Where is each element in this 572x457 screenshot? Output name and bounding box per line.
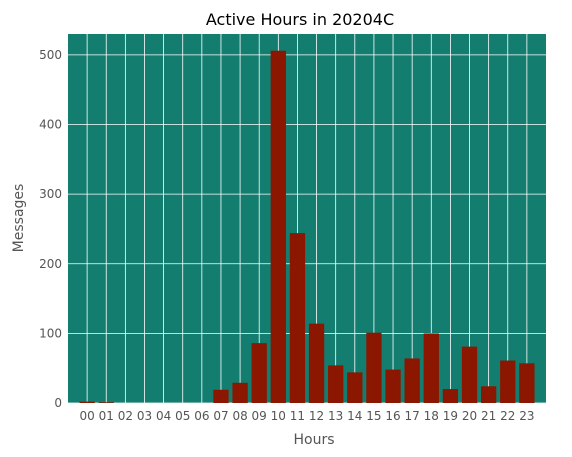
bar-16 <box>385 369 401 403</box>
x-tick-label: 05 <box>175 409 190 423</box>
x-axis-ticks: 00 01 02 03 04 05 06 07 08 09 10 11 12 13 14 15 16 17 18 19… <box>79 409 534 423</box>
bar-12 <box>308 323 325 403</box>
bar-09 <box>251 343 267 403</box>
x-tick-label: 08 <box>232 409 247 423</box>
bar-17 <box>404 358 420 403</box>
y-tick-label: 300 <box>39 187 62 201</box>
y-tick-label: 0 <box>54 396 62 410</box>
x-tick-label: 02 <box>118 409 133 423</box>
x-tick-label: 22 <box>500 409 515 423</box>
bar-18 <box>423 333 439 403</box>
bar-00 <box>79 401 95 403</box>
x-tick-label: 00 <box>79 409 94 423</box>
bars <box>79 50 535 403</box>
x-tick-label: 10 <box>271 409 286 423</box>
bar-08 <box>232 382 248 403</box>
x-tick-label: 07 <box>213 409 228 423</box>
x-tick-label: 04 <box>156 409 171 423</box>
bar-07 <box>213 389 229 403</box>
x-axis-label: Hours <box>293 432 334 448</box>
x-tick-label: 16 <box>385 409 400 423</box>
x-tick-label: 13 <box>328 409 343 423</box>
x-tick-label: 19 <box>443 409 458 423</box>
bar-14 <box>347 372 363 403</box>
y-axis-label: Messages <box>11 184 27 253</box>
x-tick-label: 01 <box>99 409 114 423</box>
x-tick-label: 12 <box>309 409 324 423</box>
y-tick-label: 100 <box>39 326 62 340</box>
bar-15 <box>366 332 382 403</box>
x-tick-label: 06 <box>194 409 209 423</box>
x-tick-label: 23 <box>519 409 534 423</box>
bar-11 <box>289 233 306 403</box>
y-tick-label: 500 <box>39 48 62 62</box>
x-tick-label: 14 <box>347 409 362 423</box>
x-tick-label: 03 <box>137 409 152 423</box>
bar-23 <box>519 363 535 403</box>
x-tick-label: 17 <box>405 409 420 423</box>
bar-20 <box>461 346 478 403</box>
bar-10 <box>270 50 286 403</box>
x-tick-label: 20 <box>462 409 477 423</box>
plot-area <box>68 34 546 403</box>
x-tick-label: 11 <box>290 409 305 423</box>
y-axis-ticks: 0 100 200 300 400 500 <box>39 48 62 410</box>
bar-13 <box>328 365 344 403</box>
y-tick-label: 400 <box>39 118 62 132</box>
y-tick-label: 200 <box>39 257 62 271</box>
bar-21 <box>480 386 497 403</box>
bar-22 <box>500 360 516 403</box>
x-tick-label: 09 <box>252 409 267 423</box>
x-tick-label: 18 <box>424 409 439 423</box>
x-tick-label: 15 <box>366 409 381 423</box>
x-tick-label: 21 <box>481 409 496 423</box>
bar-19 <box>442 389 459 403</box>
bar-01 <box>98 402 114 403</box>
chart-title: Active Hours in 20204C <box>206 10 394 29</box>
